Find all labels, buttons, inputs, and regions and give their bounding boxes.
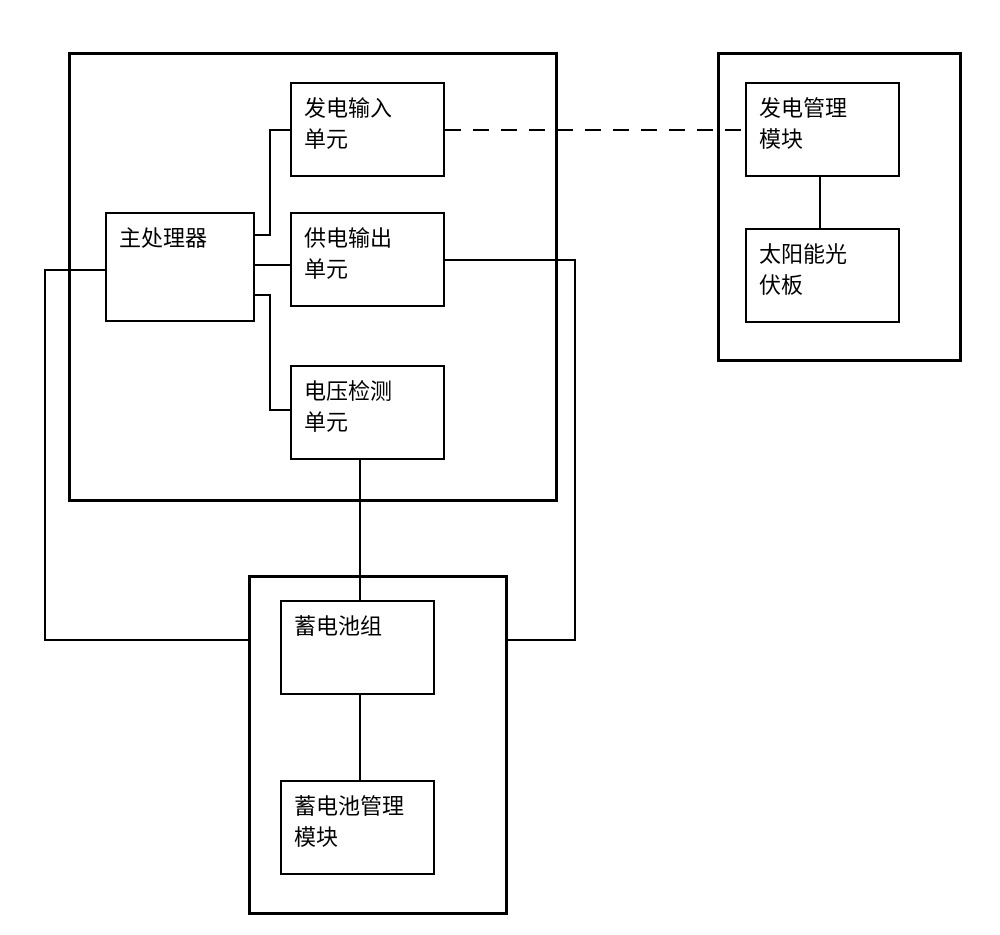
solar-panel-label: 太阳能光伏板 (759, 240, 847, 302)
power-output-label: 供电输出单元 (304, 224, 392, 286)
battery-mgmt-node: 蓄电池管理模块 (280, 780, 435, 875)
main-processor-label: 主处理器 (119, 224, 207, 255)
power-output-node: 供电输出单元 (290, 212, 445, 307)
solar-panel-node: 太阳能光伏板 (745, 228, 900, 323)
voltage-detect-node: 电压检测单元 (290, 365, 445, 460)
power-input-label: 发电输入单元 (304, 94, 392, 156)
battery-pack-node: 蓄电池组 (280, 600, 435, 695)
battery-mgmt-label: 蓄电池管理模块 (294, 792, 404, 854)
voltage-detect-label: 电压检测单元 (304, 377, 392, 439)
power-input-node: 发电输入单元 (290, 82, 445, 177)
gen-mgmt-node: 发电管理模块 (745, 82, 900, 177)
gen-mgmt-label: 发电管理模块 (759, 94, 847, 156)
main-processor-node: 主处理器 (105, 212, 255, 322)
battery-pack-label: 蓄电池组 (294, 612, 382, 643)
